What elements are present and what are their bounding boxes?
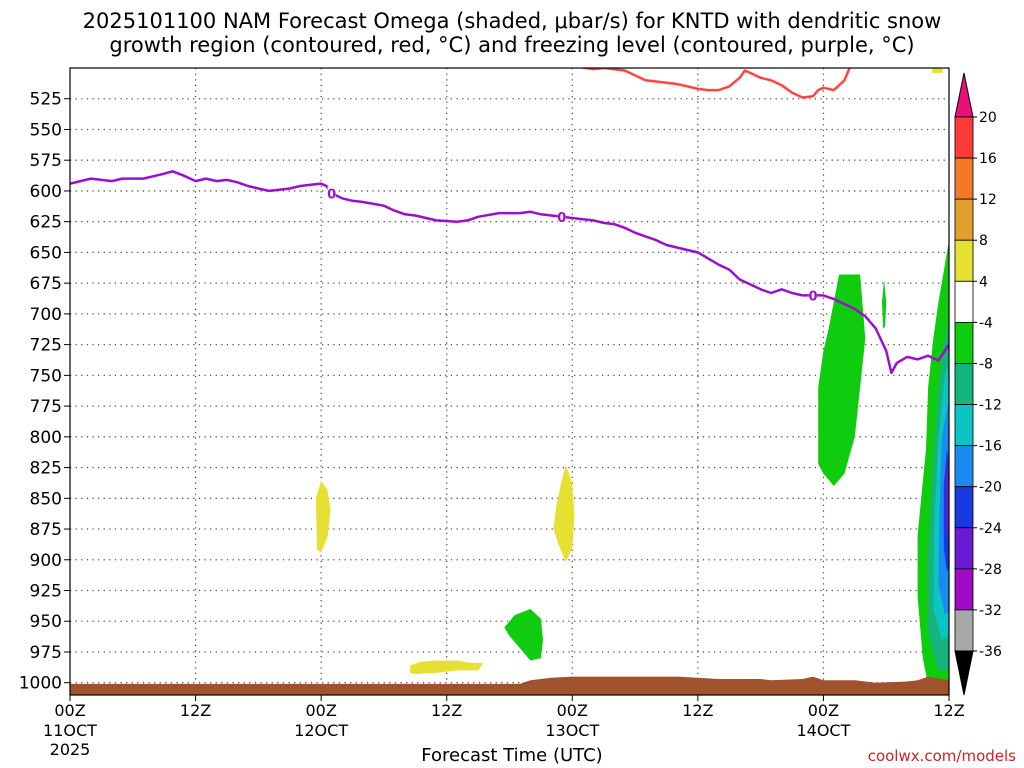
colorbar-label-8: -16 bbox=[979, 439, 1002, 455]
x-tick-date-0: 11OCT bbox=[43, 721, 97, 740]
snow-growth-contour bbox=[577, 68, 851, 99]
colorbar-label-6: -8 bbox=[979, 356, 993, 372]
x-tick-label-12: 12Z bbox=[180, 701, 211, 720]
x-tick-date-48: 13OCT bbox=[545, 721, 599, 740]
omega-region-7 bbox=[945, 461, 949, 542]
colorbar-top-arrow bbox=[954, 72, 974, 118]
freezing-label-bg-0 bbox=[327, 186, 336, 200]
omega-region-8 bbox=[315, 481, 331, 553]
y-tick-label-600: 600 bbox=[30, 182, 62, 202]
y-tick-label-550: 550 bbox=[30, 120, 62, 140]
omega-region-10 bbox=[410, 660, 484, 675]
colorbar-bottom-arrow bbox=[954, 650, 974, 696]
colorbar-swatch-3 bbox=[954, 239, 974, 282]
colorbar-label-1: 16 bbox=[979, 151, 997, 167]
x-tick-label-72: 00Z bbox=[808, 701, 839, 720]
chart-title-line-2: growth region (contoured, red, °C) and f… bbox=[109, 33, 915, 57]
colorbar-swatch-6 bbox=[954, 363, 974, 405]
y-tick-label-750: 750 bbox=[30, 366, 62, 386]
colorbar-label-11: -28 bbox=[979, 562, 1002, 578]
omega-region-12 bbox=[932, 68, 943, 73]
y-tick-label-950: 950 bbox=[30, 612, 62, 632]
colorbar-swatch-7 bbox=[954, 404, 974, 447]
omega-region-11 bbox=[504, 608, 543, 661]
colorbar-swatch-4 bbox=[954, 280, 974, 323]
colorbar-label-0: 20 bbox=[979, 110, 997, 126]
x-tick-year-0: 2025 bbox=[50, 740, 91, 759]
omega-region-1 bbox=[882, 279, 887, 329]
y-tick-label-725: 725 bbox=[30, 336, 62, 356]
terrain-fill bbox=[70, 676, 949, 695]
colorbar-label-3: 8 bbox=[979, 233, 988, 249]
x-tick-label-36: 12Z bbox=[431, 701, 462, 720]
y-tick-label-650: 650 bbox=[30, 243, 62, 263]
x-tick-date-24: 12OCT bbox=[294, 721, 348, 740]
chart-title-line-1: 2025101100 NAM Forecast Omega (shaded, μ… bbox=[82, 9, 942, 33]
omega-region-9 bbox=[553, 465, 575, 563]
colorbar-swatch-0 bbox=[954, 116, 974, 159]
y-tick-label-675: 675 bbox=[30, 274, 62, 294]
x-axis-title: Forecast Time (UTC) bbox=[421, 745, 603, 766]
colorbar-swatch-8 bbox=[954, 445, 974, 488]
colorbar-label-13: -36 bbox=[979, 644, 1002, 660]
x-tick-label-84: 12Z bbox=[933, 701, 964, 720]
colorbar-swatch-10 bbox=[954, 527, 974, 570]
colorbar-swatch-9 bbox=[954, 486, 974, 529]
x-tick-label-24: 00Z bbox=[305, 701, 336, 720]
colorbar-label-10: -24 bbox=[979, 521, 1002, 537]
site-credit-link[interactable]: coolwx.com/models bbox=[867, 747, 1016, 765]
colorbar-label-12: -32 bbox=[979, 603, 1002, 619]
x-tick-label-48: 00Z bbox=[557, 701, 588, 720]
freezing-level-label-2: 0 bbox=[808, 289, 817, 304]
freezing-label-bg-1 bbox=[557, 209, 566, 223]
y-tick-label-800: 800 bbox=[30, 428, 62, 448]
y-tick-label-1000: 1000 bbox=[19, 674, 62, 694]
y-tick-label-700: 700 bbox=[30, 305, 62, 325]
freezing-level-label-1: 0 bbox=[557, 211, 566, 226]
colorbar-label-7: -12 bbox=[979, 398, 1002, 414]
y-tick-label-925: 925 bbox=[30, 582, 62, 602]
freezing-level-label-0: 0 bbox=[327, 187, 336, 202]
colorbar-label-2: 12 bbox=[979, 192, 997, 208]
colorbar-label-9: -20 bbox=[979, 480, 1002, 496]
colorbar-label-5: -4 bbox=[979, 315, 993, 331]
y-tick-label-525: 525 bbox=[30, 90, 62, 110]
x-tick-label-60: 12Z bbox=[682, 701, 713, 720]
y-tick-label-850: 850 bbox=[30, 489, 62, 509]
colorbar-swatch-11 bbox=[954, 568, 974, 611]
colorbar-swatch-12 bbox=[954, 609, 974, 652]
freezing-label-bg-2 bbox=[808, 288, 817, 302]
x-tick-date-72: 14OCT bbox=[796, 721, 850, 740]
colorbar-swatch-1 bbox=[954, 157, 974, 200]
colorbar-swatch-2 bbox=[954, 198, 974, 241]
freezing-level-contour bbox=[70, 170, 949, 375]
plot-background bbox=[70, 68, 949, 695]
omega-region-0 bbox=[818, 274, 866, 486]
y-tick-label-875: 875 bbox=[30, 520, 62, 540]
x-tick-label-0: 00Z bbox=[54, 701, 85, 720]
y-tick-label-775: 775 bbox=[30, 397, 62, 417]
plot-layer: 0 0 0 bbox=[70, 68, 949, 695]
y-tick-label-625: 625 bbox=[30, 213, 62, 233]
y-tick-label-575: 575 bbox=[30, 151, 62, 171]
plot-frame bbox=[69, 67, 950, 696]
y-tick-label-900: 900 bbox=[30, 551, 62, 571]
y-tick-label-825: 825 bbox=[30, 459, 62, 479]
y-tick-label-975: 975 bbox=[30, 643, 62, 663]
colorbar-label-4: 4 bbox=[979, 274, 988, 290]
colorbar-swatch-5 bbox=[954, 321, 974, 364]
